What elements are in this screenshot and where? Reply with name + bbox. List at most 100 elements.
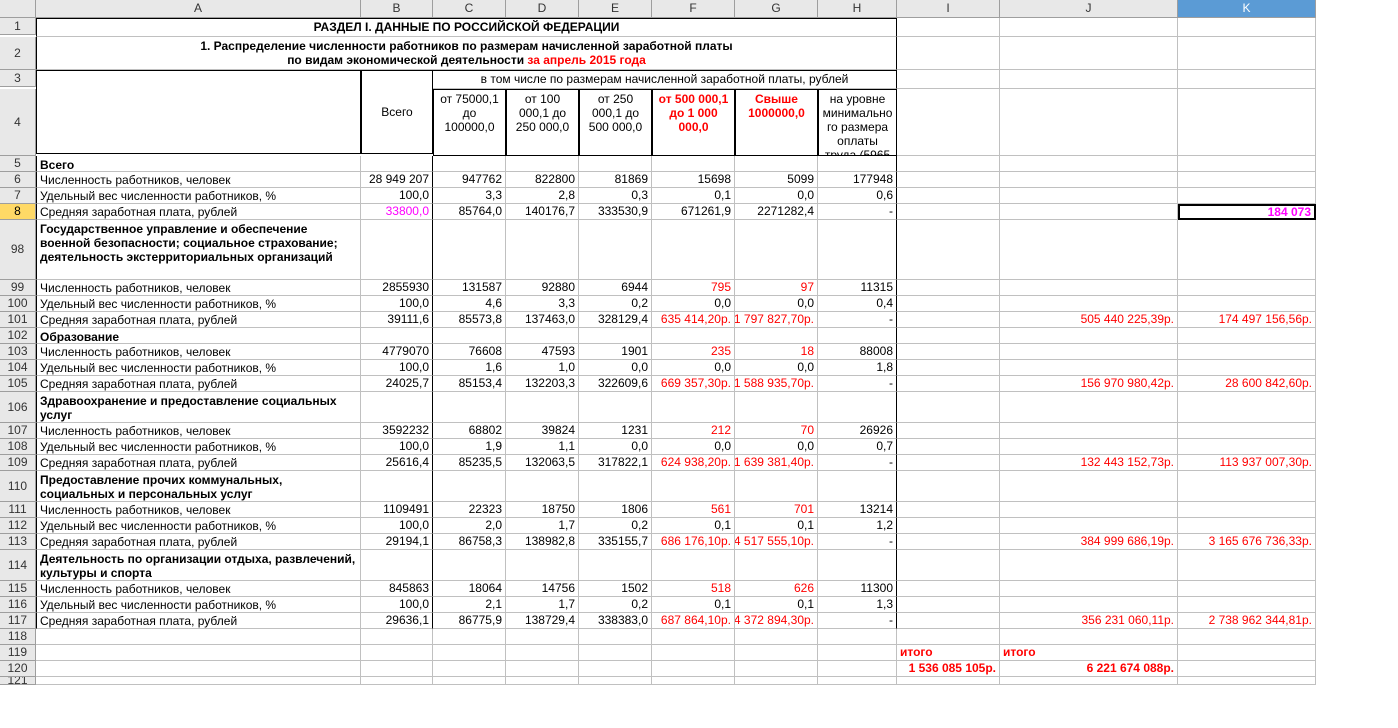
cell-r112-k[interactable] [1178, 518, 1316, 534]
cell-r105-g[interactable]: 1 588 935,70р. [735, 376, 818, 392]
cell-r109-k[interactable]: 113 937 007,30р. [1178, 455, 1316, 471]
cell-r100-c[interactable]: 4,6 [433, 296, 506, 312]
cell-r100-k[interactable] [1178, 296, 1316, 312]
cell-r113-f[interactable]: 686 176,10р. [652, 534, 735, 550]
cell-r115-j[interactable] [1000, 581, 1178, 597]
cell-r99-f[interactable]: 795 [652, 280, 735, 296]
cell-r115-c[interactable]: 18064 [433, 581, 506, 597]
cell-r104-b[interactable]: 100,0 [361, 360, 433, 376]
cell-r99-e[interactable]: 6944 [579, 280, 652, 296]
cell-r105-j[interactable]: 156 970 980,42р. [1000, 376, 1178, 392]
cell-r105-c[interactable]: 85153,4 [433, 376, 506, 392]
cell-r113-g[interactable]: 4 517 555,10р. [735, 534, 818, 550]
cell-r115-f[interactable]: 518 [652, 581, 735, 597]
cell-r115-h[interactable]: 11300 [818, 581, 897, 597]
cell-r103-i[interactable] [897, 344, 1000, 360]
cell-r116-h[interactable]: 1,3 [818, 597, 897, 613]
cell-r112-j[interactable] [1000, 518, 1178, 534]
row-header-121[interactable]: 121 [0, 677, 36, 685]
cell-r116-i[interactable] [897, 597, 1000, 613]
cell-r6-c[interactable]: 947762 [433, 172, 506, 188]
cell-r117-c[interactable]: 86775,9 [433, 613, 506, 629]
cell-r8-k[interactable]: 184 073 [1178, 204, 1316, 220]
cell-r113-e[interactable]: 335155,7 [579, 534, 652, 550]
cell-r99-b[interactable]: 2855930 [361, 280, 433, 296]
cell-r101-b[interactable]: 39111,6 [361, 312, 433, 328]
cell-r7-d[interactable]: 2,8 [506, 188, 579, 204]
row-header-116[interactable]: 116 [0, 597, 36, 613]
row-header-111[interactable]: 111 [0, 502, 36, 518]
cell-r109-c[interactable]: 85235,5 [433, 455, 506, 471]
row-header-117[interactable]: 117 [0, 613, 36, 629]
cell-r115-d[interactable]: 14756 [506, 581, 579, 597]
cell-r111-k[interactable] [1178, 502, 1316, 518]
cell-r104-g[interactable]: 0,0 [735, 360, 818, 376]
col-header-H[interactable]: H [818, 0, 897, 18]
cell-r115-k[interactable] [1178, 581, 1316, 597]
cell-r99-g[interactable]: 97 [735, 280, 818, 296]
cell-r112-c[interactable]: 2,0 [433, 518, 506, 534]
cell-r111-c[interactable]: 22323 [433, 502, 506, 518]
row-header-5[interactable]: 5 [0, 156, 36, 172]
cell-r115-g[interactable]: 626 [735, 581, 818, 597]
cell-r100-j[interactable] [1000, 296, 1178, 312]
cell-r100-b[interactable]: 100,0 [361, 296, 433, 312]
cell-r107-f[interactable]: 212 [652, 423, 735, 439]
cell-r117-b[interactable]: 29636,1 [361, 613, 433, 629]
cell-r99-h[interactable]: 11315 [818, 280, 897, 296]
cell-r105-d[interactable]: 132203,3 [506, 376, 579, 392]
cell-r6-h[interactable]: 177948 [818, 172, 897, 188]
col-header-E[interactable]: E [579, 0, 652, 18]
row-header-3[interactable]: 3 [0, 70, 36, 87]
cell-r101-e[interactable]: 328129,4 [579, 312, 652, 328]
cell-r112-d[interactable]: 1,7 [506, 518, 579, 534]
cell-r113-d[interactable]: 138982,8 [506, 534, 579, 550]
cell-r100-f[interactable]: 0,0 [652, 296, 735, 312]
cell-r107-i[interactable] [897, 423, 1000, 439]
cell-r109-f[interactable]: 624 938,20р. [652, 455, 735, 471]
cell-r100-e[interactable]: 0,2 [579, 296, 652, 312]
cell-r103-b[interactable]: 4779070 [361, 344, 433, 360]
row-header-108[interactable]: 108 [0, 439, 36, 455]
cell-r117-k[interactable]: 2 738 962 344,81р. [1178, 613, 1316, 629]
cell-r99-d[interactable]: 92880 [506, 280, 579, 296]
cell-r101-c[interactable]: 85573,8 [433, 312, 506, 328]
cell-r104-e[interactable]: 0,0 [579, 360, 652, 376]
col-header-J[interactable]: J [1000, 0, 1178, 18]
cell-r112-b[interactable]: 100,0 [361, 518, 433, 534]
col-header-C[interactable]: C [433, 0, 506, 18]
row-header-110[interactable]: 110 [0, 471, 36, 502]
total-j[interactable]: 1 536 085 105р. [897, 661, 1000, 677]
cell-r7-c[interactable]: 3,3 [433, 188, 506, 204]
col-header-A[interactable]: A [36, 0, 361, 18]
cell-r104-i[interactable] [897, 360, 1000, 376]
cell-r107-d[interactable]: 39824 [506, 423, 579, 439]
cell-r117-i[interactable] [897, 613, 1000, 629]
cell-r108-j[interactable] [1000, 439, 1178, 455]
cell-r108-h[interactable]: 0,7 [818, 439, 897, 455]
row-header-106[interactable]: 106 [0, 392, 36, 423]
cell-r108-d[interactable]: 1,1 [506, 439, 579, 455]
cell-r101-k[interactable]: 174 497 156,56р. [1178, 312, 1316, 328]
cell-r117-e[interactable]: 338383,0 [579, 613, 652, 629]
col-header-D[interactable]: D [506, 0, 579, 18]
cell-r103-c[interactable]: 76608 [433, 344, 506, 360]
cell-r109-h[interactable]: - [818, 455, 897, 471]
cell-r8-f[interactable]: 671261,9 [652, 204, 735, 220]
col-header-K[interactable]: K [1178, 0, 1316, 18]
cell-r115-e[interactable]: 1502 [579, 581, 652, 597]
cell-r100-h[interactable]: 0,4 [818, 296, 897, 312]
row-header-105[interactable]: 105 [0, 376, 36, 392]
col-header-F[interactable]: F [652, 0, 735, 18]
cell-r117-j[interactable]: 356 231 060,11р. [1000, 613, 1178, 629]
cell-r7-b[interactable]: 100,0 [361, 188, 433, 204]
cell-r101-j[interactable]: 505 440 225,39р. [1000, 312, 1178, 328]
cell-r8-h[interactable]: - [818, 204, 897, 220]
cell-r105-e[interactable]: 322609,6 [579, 376, 652, 392]
cell-r109-g[interactable]: 1 639 381,40р. [735, 455, 818, 471]
cell-r111-i[interactable] [897, 502, 1000, 518]
cell-r116-g[interactable]: 0,1 [735, 597, 818, 613]
cell-r8-i[interactable] [897, 204, 1000, 220]
cell-r104-k[interactable] [1178, 360, 1316, 376]
cell-r8-g[interactable]: 2271282,4 [735, 204, 818, 220]
